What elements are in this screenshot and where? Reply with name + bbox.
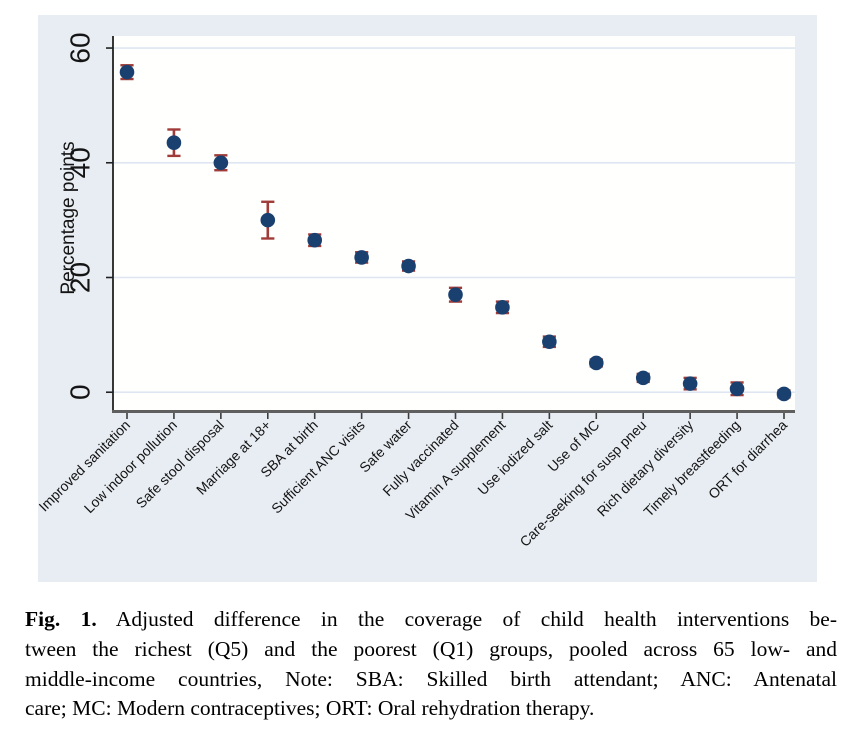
y-tick-label: 40	[65, 147, 96, 178]
data-point	[213, 155, 229, 171]
data-point	[307, 232, 323, 248]
x-tick-label: ORT for diarrhea	[705, 417, 790, 502]
data-point	[776, 386, 792, 402]
data-point	[354, 250, 369, 265]
caption-line-1: Fig. 1. Adjusted difference in the cover…	[25, 605, 837, 635]
data-point	[401, 258, 416, 274]
data-point	[448, 287, 463, 303]
data-point	[495, 300, 510, 315]
data-point	[588, 355, 604, 371]
x-tick-label: Sufficient ANC visits	[268, 417, 368, 517]
x-tick-label: Safe stool disposal	[133, 417, 227, 511]
y-tick-label: 60	[65, 32, 96, 63]
data-point	[635, 370, 651, 386]
y-axis-title: Percentage points	[58, 141, 79, 294]
data-point	[166, 135, 182, 150]
y-tick-label: 20	[65, 262, 96, 293]
caption-line-3: middle-income countries, Note: SBA: Skil…	[25, 666, 837, 691]
plot-area	[113, 36, 795, 410]
caption-line-2: tween the richest (Q5) and the poorest (…	[25, 636, 837, 661]
figure-1-chart: 0 20 40 60 Percentage points Improved sanitat…	[38, 15, 817, 582]
caption-line-4: care; MC: Modern contraceptives; ORT: Or…	[25, 696, 595, 721]
data-point	[542, 334, 557, 350]
data-point	[119, 64, 135, 80]
figure-caption: Fig. 1. Adjusted difference in the cover…	[25, 605, 837, 724]
data-point	[729, 381, 745, 397]
data-point	[260, 212, 276, 228]
figure-label: Fig. 1.	[25, 607, 97, 631]
y-tick-label: 0	[65, 384, 96, 400]
caption-line-1-text: Adjusted difference in the coverage of c…	[96, 607, 837, 631]
data-point	[682, 376, 698, 391]
